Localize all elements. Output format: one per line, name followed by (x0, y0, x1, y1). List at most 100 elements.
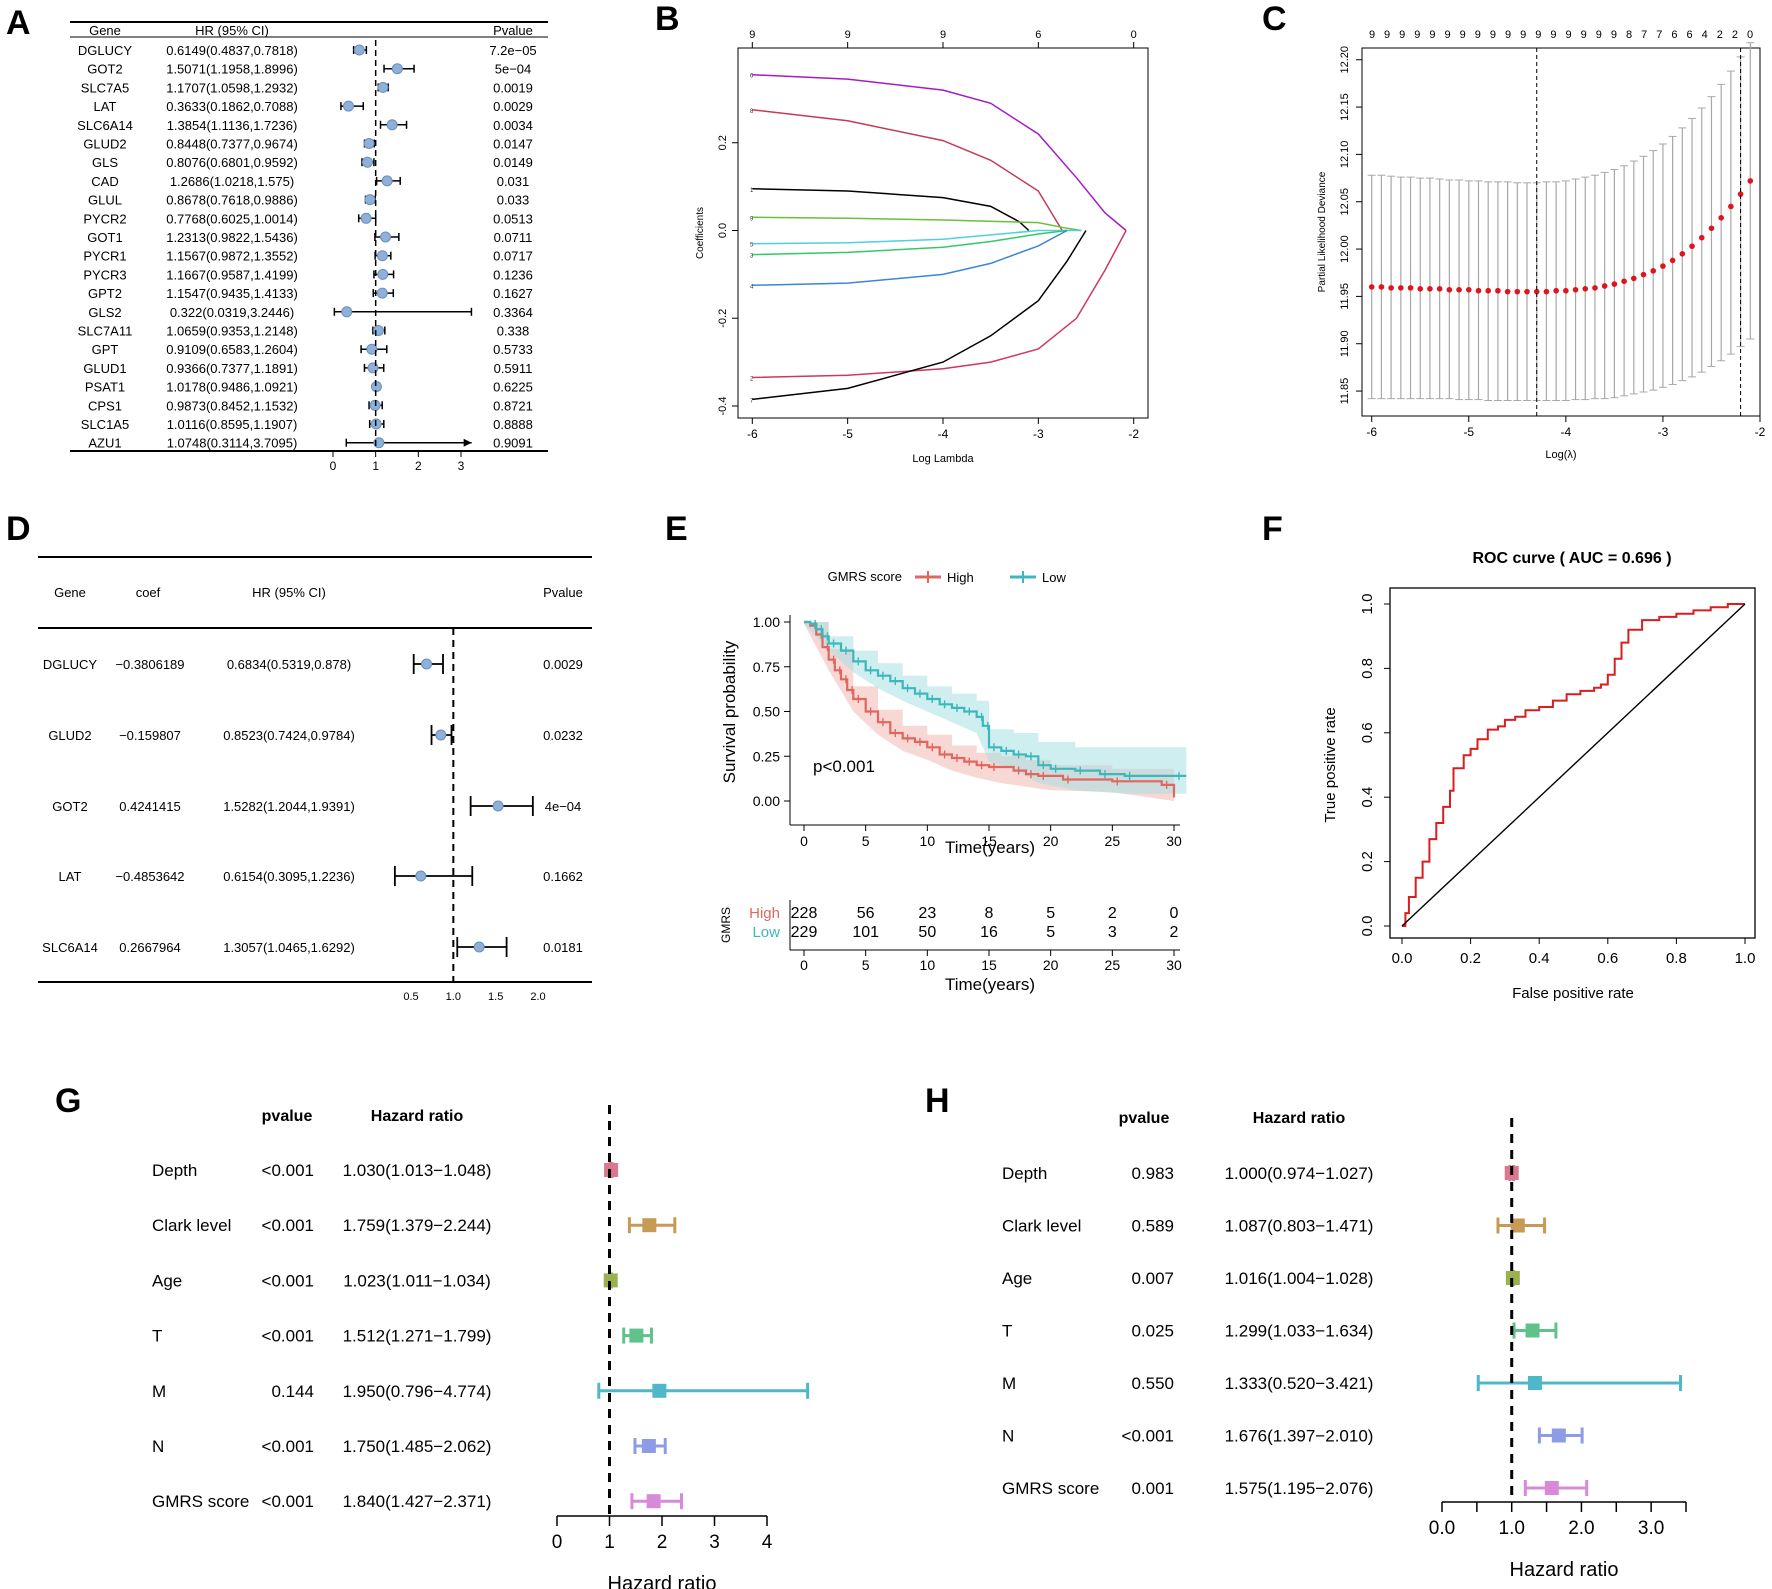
pvalue-label: 0.9091 (493, 436, 533, 451)
hr-point (363, 138, 375, 149)
hr-ci-label: 0.7768(0.6025,1.0014) (166, 211, 298, 226)
panel-b-lasso-coefficient-plot: 6 8 1 9 5 3 4 2 7 -6 -5 -4 -3 -2 -0.4 -0.2 0.0 0.2 9 9 9 6 0 Lo… (695, 29, 1149, 465)
y-tick-label: 12.10 (1339, 141, 1351, 169)
pvalue-label: 0.1236 (493, 267, 533, 282)
pvalue-label: 0.589 (1131, 1217, 1174, 1236)
risk-count: 16 (980, 924, 998, 941)
top-tick-label: 9 (1596, 29, 1602, 41)
panel-letter-d: D (6, 510, 31, 548)
y-tick-label: 0.00 (753, 793, 780, 809)
gene-label: GLS2 (88, 305, 121, 320)
x-tick-label: 0 (800, 833, 808, 849)
panel-d-multivariate-forest-plot: Gene coef HR (95% CI) Pvalue DGLUCY −0.380618… (38, 556, 592, 1003)
ci-arrow (463, 438, 472, 447)
hr-point (1510, 1218, 1525, 1233)
roc-curve (1402, 603, 1745, 927)
top-tick-label: 9 (1490, 29, 1496, 41)
x-tick-label: 15 (981, 833, 997, 849)
x-tick-label: 4 (762, 1532, 773, 1553)
hr-ci-label: 1.030(1.013−1.048) (343, 1161, 492, 1180)
risk-count: 229 (791, 924, 818, 941)
pvalue-label: 0.983 (1131, 1164, 1174, 1183)
hr-point (386, 119, 398, 131)
top-tick-label: 9 (1520, 29, 1526, 41)
top-tick-label: 9 (1565, 29, 1571, 41)
hr-ci-label: 1.0116(0.8595,1.1907) (167, 417, 298, 432)
risk-count: 5 (1046, 924, 1055, 941)
variable-label: Clark level (1002, 1217, 1081, 1236)
legend-label-low: Low (1042, 570, 1066, 585)
coef-line-9 (752, 216, 1082, 232)
risk-count: 228 (791, 905, 818, 922)
risk-x-tick-label: 5 (862, 957, 870, 973)
y-tick-label: -0.4 (717, 397, 729, 416)
deviance-point (1650, 268, 1657, 274)
hr-point (370, 381, 382, 393)
hr-ci-label: 0.8523(0.7424,0.9784) (223, 728, 355, 743)
hr-point (366, 343, 378, 355)
hr-ci-label: 1.0178(0.9486,1.0921) (166, 380, 298, 395)
top-tick-label: 6 (1686, 29, 1692, 41)
deviance-point (1718, 215, 1724, 221)
pvalue-label: 0.0181 (543, 940, 583, 955)
hr-ci-label: 0.6834(0.5319,0.878) (227, 657, 351, 672)
hr-ci-label: 0.9109(0.6583,1.2604) (166, 342, 298, 357)
pvalue-label: 0.338 (497, 324, 530, 339)
x-tick-label: -5 (1463, 425, 1474, 439)
pvalue-label: 0.5733 (493, 342, 533, 357)
header-gene: Gene (54, 585, 86, 600)
header-pvalue: pvalue (1119, 1110, 1170, 1127)
panel-letter-g: G (55, 1082, 81, 1120)
top-tick-label: 9 (1550, 29, 1556, 41)
gene-label: GPT2 (88, 286, 122, 301)
hr-ci-label: 0.8448(0.7377,0.9674) (166, 137, 298, 152)
hr-ci-label: 1.1667(0.9587,1.4199) (166, 267, 298, 282)
variable-label: T (152, 1327, 162, 1346)
panel-letter-c: C (1262, 0, 1287, 38)
deviance-point (1679, 251, 1686, 257)
x-tick-label: 1 (372, 459, 379, 473)
top-tick-label: 9 (845, 29, 851, 41)
panel-letter-h: H (925, 1082, 950, 1120)
coef-line-index: 2 (750, 376, 754, 382)
risk-row-label-low: Low (752, 924, 780, 941)
panel-a-forest-plot: Gene HR (95% CI) Pvalue DGLUCY 0.6149(0.4837… (70, 21, 548, 473)
hr-ci-label: 1.759(1.379−2.244) (343, 1216, 492, 1235)
pvalue-label: 7.2e−05 (489, 43, 536, 58)
x-axis-label: Log(λ) (1545, 449, 1576, 461)
hr-point (367, 362, 379, 374)
panel-letter-f: F (1262, 510, 1283, 548)
gene-label: SLC1A5 (81, 417, 129, 432)
pvalue-label: 0.031 (497, 174, 530, 189)
hr-ci-label: 1.5282(1.2044,1.9391) (223, 799, 355, 814)
header-gene: Gene (89, 23, 121, 38)
deviance-point (1689, 243, 1695, 250)
pvalue-label: 0.1662 (543, 869, 583, 884)
x-tick-label: 1.0 (446, 991, 461, 1003)
gene-label: PYCR3 (83, 267, 126, 282)
header-pvalue: pvalue (262, 1108, 313, 1125)
gene-label: SLC6A14 (77, 118, 133, 133)
diagonal-reference (1401, 603, 1746, 927)
panel-f-roc-curve: ROC curve ( AUC = 0.696 ) 0.0 0.2 0.4 0.6 0.8… (1322, 550, 1756, 1002)
pvalue-label: 0.144 (271, 1382, 314, 1401)
pvalue-label: <0.001 (1122, 1427, 1174, 1446)
deviance-point (1698, 234, 1705, 241)
hr-ci-label: 1.3854(1.1136,1.7236) (167, 118, 298, 133)
deviance-point (1475, 287, 1482, 294)
deviance-point (1553, 287, 1559, 294)
top-tick-label: 6 (1035, 29, 1041, 41)
x-axis-label: Hazard ratio (608, 1573, 717, 1589)
y-axis-label: True positive rate (1322, 707, 1339, 822)
x-tick-label: 30 (1166, 833, 1182, 849)
deviance-point (1640, 271, 1647, 278)
top-tick-label: 0 (1131, 29, 1137, 41)
deviance-point (1368, 284, 1375, 290)
hr-ci-label: 1.087(0.803−1.471) (1225, 1217, 1374, 1236)
pvalue-label: 0.0513 (493, 211, 533, 226)
deviance-point (1728, 203, 1734, 210)
coef-line-2 (752, 230, 1127, 379)
y-tick-label: 12.15 (1339, 93, 1351, 121)
ci-band-low (804, 622, 1187, 794)
deviance-point (1446, 286, 1453, 293)
